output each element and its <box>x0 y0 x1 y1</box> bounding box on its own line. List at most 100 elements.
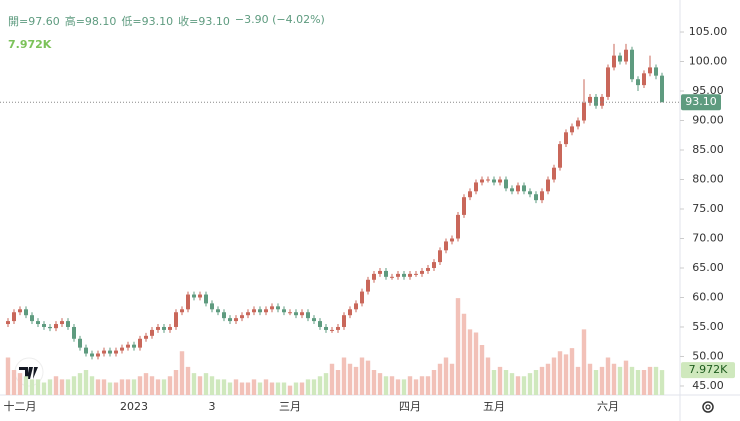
volume-bar <box>335 370 341 395</box>
candle-body <box>582 102 586 121</box>
volume-bar <box>77 373 83 395</box>
candle-body <box>138 338 142 348</box>
candle-body <box>18 309 22 313</box>
volume-bar <box>179 351 185 395</box>
volume-bar <box>551 357 557 395</box>
candle-body <box>432 262 436 268</box>
volume-bar <box>263 379 269 395</box>
volume-bar <box>65 379 71 395</box>
volume-bar <box>269 382 275 395</box>
candle-body <box>42 324 46 327</box>
last-price-label: 93.10 <box>685 95 717 108</box>
legend-item: −3.90 (−4.02%) <box>234 13 325 26</box>
volume-bar <box>377 373 383 395</box>
volume-bar <box>359 357 365 395</box>
candle-body <box>396 273 400 277</box>
legend-item: 低=93.10 <box>121 15 174 28</box>
candle-body <box>30 315 34 322</box>
volume-bar <box>5 357 11 395</box>
x-tick-label: 三月 <box>279 400 301 413</box>
y-tick-label: 55.00 <box>692 320 724 333</box>
candle-body <box>174 312 178 327</box>
volume-bar <box>161 379 167 395</box>
candle-body <box>234 318 238 322</box>
volume-bar <box>281 382 287 395</box>
y-tick-label: 70.00 <box>692 231 724 244</box>
volume-bar <box>533 370 539 395</box>
candle-body <box>510 188 514 192</box>
volume-bar <box>503 370 509 395</box>
volume-bar <box>17 373 23 395</box>
candle-body <box>282 309 286 313</box>
candle-body <box>198 294 202 298</box>
candle-body <box>408 273 412 277</box>
volume-bar <box>569 348 575 395</box>
candle-body <box>240 315 244 319</box>
candle-body <box>144 335 148 339</box>
candle-body <box>48 326 52 329</box>
volume-bar <box>401 379 407 395</box>
candle-body <box>126 344 130 348</box>
volume-value-label: 7.972K <box>689 363 728 376</box>
volume-bar <box>599 366 605 395</box>
candle-body <box>456 214 460 239</box>
volume-bar <box>473 332 479 395</box>
candle-body <box>216 309 220 313</box>
x-tick-label: 十二月 <box>4 399 37 413</box>
volume-bar <box>35 379 41 395</box>
candle-body <box>480 179 484 183</box>
candle-body <box>414 273 418 275</box>
volume-box <box>681 362 735 379</box>
candle-body <box>324 326 328 330</box>
candle-body <box>600 96 604 106</box>
volume-bar <box>449 363 455 395</box>
volume-bar <box>587 363 593 395</box>
candle-body <box>504 179 508 189</box>
volume-bar <box>455 298 461 395</box>
volume-bar <box>461 313 467 395</box>
y-tick-label: 80.00 <box>692 173 724 186</box>
volume-bar <box>227 382 233 395</box>
candle-body <box>528 191 532 195</box>
candle-body <box>312 318 316 322</box>
settings-icon[interactable] <box>702 401 714 413</box>
candle-body <box>78 338 82 348</box>
volume-bar <box>137 376 143 395</box>
candle-body <box>534 194 538 201</box>
candle-body <box>438 250 442 263</box>
candle-body <box>90 353 94 357</box>
candle-body <box>372 273 376 280</box>
candle-body <box>636 79 640 86</box>
last-price-box <box>681 94 721 111</box>
volume-bar <box>251 379 257 395</box>
volume-bar <box>365 360 371 395</box>
volume-legend: 7.972K <box>8 38 52 51</box>
volume-bar <box>173 370 179 395</box>
candle-body <box>576 120 580 127</box>
candle-body <box>288 312 292 314</box>
candle-body <box>132 344 136 348</box>
candle-body <box>342 315 346 327</box>
volume-bar <box>53 376 59 395</box>
candle-body <box>618 55 622 62</box>
volume-bar <box>257 382 263 395</box>
candle-body <box>540 191 544 201</box>
y-tick-label: 85.00 <box>692 143 724 156</box>
candle-body <box>12 312 16 322</box>
volume-bar <box>293 382 299 395</box>
volume-bar <box>425 376 431 395</box>
y-tick-label: 105.00 <box>689 25 728 38</box>
candle-body <box>186 294 190 310</box>
volume-bar <box>635 370 641 395</box>
volume-bar <box>467 329 473 395</box>
volume-bar <box>47 379 53 395</box>
volume-bar <box>413 379 419 395</box>
volume-bar <box>623 360 629 395</box>
candle-body <box>366 279 370 292</box>
candle-body <box>402 273 406 277</box>
volume-bar <box>317 376 323 395</box>
candle-body <box>108 350 112 354</box>
volume-bar <box>221 379 227 395</box>
candle-body <box>264 309 268 313</box>
